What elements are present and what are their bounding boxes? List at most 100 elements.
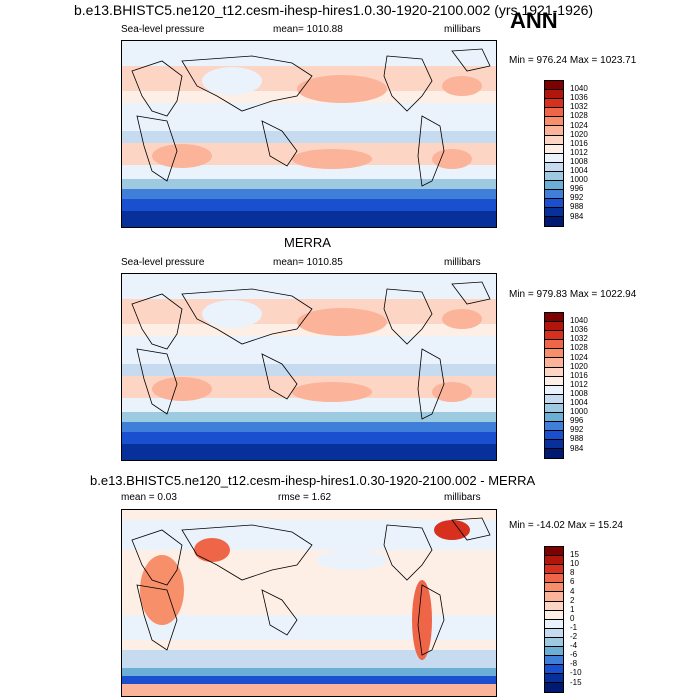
panel3-minmax: Min = -14.02 Max = 15.24: [509, 520, 623, 531]
colorbar-swatch: [545, 90, 563, 100]
coastline: [131, 529, 183, 586]
colorbar-tick-label: -10: [570, 668, 582, 678]
colorbar-tick-label: 1000: [570, 407, 588, 417]
colorbar-swatch: [545, 574, 563, 584]
colorbar-swatch: [545, 181, 563, 191]
contour-band: [122, 131, 496, 143]
panel1-mean-label: mean= 1010.88: [273, 24, 343, 35]
panel2-variable-label: Sea-level pressure: [121, 257, 205, 268]
colorbar-tick-label: 992: [570, 425, 584, 435]
colorbar-tick-label: -1: [570, 622, 578, 632]
contour-band: [122, 398, 496, 412]
colorbar-tick-label: 1004: [570, 166, 588, 175]
colorbar-tick-label: 1020: [570, 129, 588, 139]
colorbar-swatch: [545, 422, 563, 432]
colorbar-tick-label: 1040: [570, 84, 588, 94]
colorbar-tick-label: 15: [570, 550, 579, 560]
panel2-minmax: Min = 979.83 Max = 1022.94: [509, 289, 637, 300]
colorbar-swatch: [545, 583, 563, 593]
panel3-title: b.e13.BHISTC5.ne120_t12.cesm-ihesp-hires…: [90, 473, 536, 488]
colorbar-tick-label: 1012: [570, 379, 588, 389]
coastline: [417, 348, 445, 420]
colorbar-tick-label: 984: [570, 211, 584, 221]
coastline: [261, 120, 298, 167]
panel1-units-label: millibars: [444, 24, 481, 35]
colorbar-swatches: [544, 546, 564, 693]
coastline: [181, 55, 313, 112]
colorbar-swatch: [545, 556, 563, 566]
panel3-mean-label: mean = 0.03: [121, 492, 177, 503]
colorbar-tick-label: 1036: [570, 325, 588, 335]
pressure-cell: [140, 555, 184, 625]
panel1-minmax: Min = 976.24 Max = 1023.71: [509, 55, 637, 66]
contour-band: [122, 615, 496, 640]
panel3-colorbar: 15 10 8 6 4 2 1 0 -1 -2 -4 -6 -8 -10 -15: [544, 546, 582, 693]
panel3-map: [121, 509, 497, 697]
colorbar-tick-label: 1024: [570, 120, 588, 130]
panel2-units-label: millibars: [444, 257, 481, 268]
colorbar-swatch: [545, 117, 563, 127]
colorbar-tick-label: 988: [570, 434, 584, 444]
contour-band: [122, 676, 496, 684]
colorbar-swatch: [545, 440, 563, 450]
colorbar-tick-label: 6: [570, 577, 575, 587]
colorbar-swatch: [545, 637, 563, 648]
pressure-cell: [292, 149, 372, 169]
pressure-cell: [432, 382, 472, 402]
coastline: [451, 281, 491, 305]
colorbar-swatch: [545, 153, 563, 163]
coastline: [261, 353, 298, 400]
colorbar-swatch: [545, 565, 563, 575]
colorbar-tick-label: 1028: [570, 111, 588, 121]
contour-band: [122, 165, 496, 179]
coastline: [451, 517, 491, 541]
colorbar-swatch: [545, 217, 563, 226]
contour-band: [122, 189, 496, 199]
colorbar-tick-label: 1024: [570, 352, 588, 362]
pressure-cell: [432, 149, 472, 169]
colorbar-swatches: [544, 312, 564, 459]
colorbar-swatch: [545, 208, 563, 218]
colorbar-tick-label: 996: [570, 184, 584, 194]
contour-band: [122, 668, 496, 676]
colorbar-tick-label: 4: [570, 586, 575, 596]
colorbar-tick-label: 2: [570, 595, 575, 605]
colorbar-tick-label: 1016: [570, 370, 588, 380]
colorbar-tick-label: 992: [570, 193, 584, 203]
coastline: [417, 584, 445, 656]
pressure-cell: [442, 76, 482, 96]
colorbar-swatch: [545, 592, 563, 602]
panel1-variable-label: Sea-level pressure: [121, 24, 205, 35]
colorbar-swatch: [545, 162, 563, 172]
pressure-cell: [434, 520, 470, 540]
colorbar-swatch: [545, 135, 563, 145]
contour-band: [122, 650, 496, 668]
panel1-map: [121, 40, 497, 228]
contour-band: [122, 336, 496, 364]
contour-band: [122, 364, 496, 376]
colorbar-tick-label: 1000: [570, 175, 588, 185]
colorbar-tick-label: 1004: [570, 398, 588, 407]
colorbar-tick-label: 0: [570, 613, 575, 623]
map-canvas: [122, 274, 496, 460]
colorbar-tick-label: -4: [570, 641, 578, 651]
colorbar-tick-label: 1032: [570, 102, 588, 112]
colorbar-swatch: [545, 358, 563, 368]
coastline: [383, 55, 433, 112]
pressure-cell: [202, 67, 262, 95]
contour-band: [122, 432, 496, 444]
colorbar-swatches: [544, 80, 564, 227]
colorbar-swatch: [545, 656, 563, 666]
contour-band: [122, 684, 496, 696]
contour-band: [122, 422, 496, 432]
pressure-cell: [202, 300, 262, 328]
colorbar-swatch: [545, 547, 563, 557]
coastline: [261, 589, 298, 636]
colorbar-tick-label: 1020: [570, 361, 588, 371]
pressure-cell: [297, 308, 387, 336]
colorbar-swatch: [545, 403, 563, 414]
coastline: [131, 60, 183, 117]
colorbar-swatch: [545, 340, 563, 350]
colorbar-swatch: [545, 126, 563, 136]
colorbar-tick-label: -8: [570, 659, 578, 669]
